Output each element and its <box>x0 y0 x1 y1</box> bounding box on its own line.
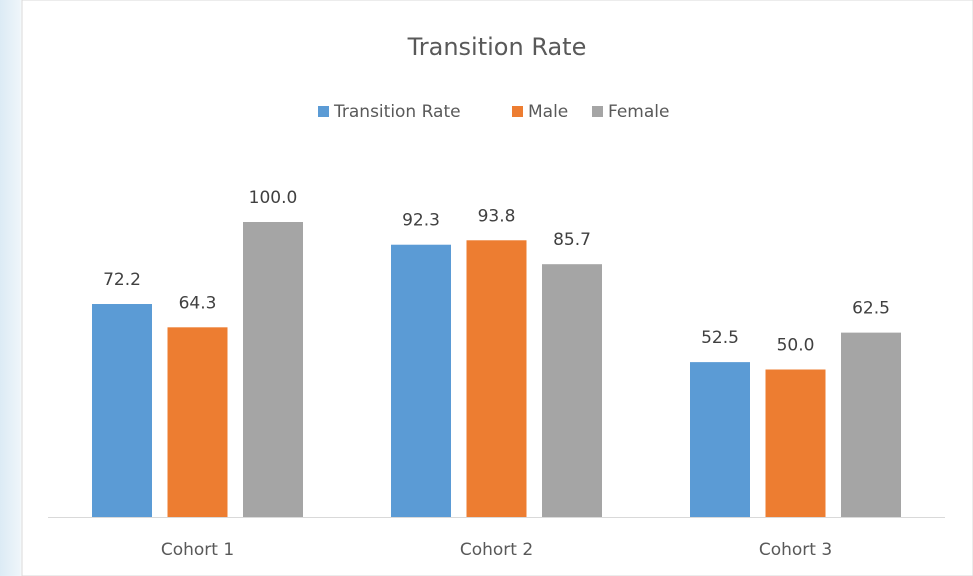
data-label: 50.0 <box>777 336 815 356</box>
bar <box>243 222 303 517</box>
data-label: 64.3 <box>179 293 217 313</box>
bar <box>542 264 602 517</box>
bar <box>841 332 901 517</box>
x-tick-label: Cohort 3 <box>759 540 832 560</box>
x-tick-label: Cohort 1 <box>161 540 234 560</box>
bar <box>92 304 152 517</box>
bar <box>391 244 451 517</box>
data-label: 62.5 <box>852 299 890 319</box>
data-label: 85.7 <box>553 230 591 250</box>
legend-label: Male <box>528 102 568 122</box>
chart-title: Transition Rate <box>407 33 587 61</box>
bar <box>690 362 750 517</box>
bar <box>765 369 826 517</box>
data-label: 100.0 <box>249 188 298 208</box>
legend-swatch <box>318 106 329 117</box>
legend-swatch <box>512 106 523 117</box>
data-label: 52.5 <box>701 328 739 348</box>
legend-label: Female <box>608 102 669 122</box>
x-tick-label: Cohort 2 <box>460 540 533 560</box>
bar <box>167 327 228 517</box>
data-label: 93.8 <box>478 206 516 226</box>
data-label: 92.3 <box>402 211 440 231</box>
legend-swatch <box>592 106 603 117</box>
data-label: 72.2 <box>103 270 141 290</box>
legend-label: Transition Rate <box>333 102 461 122</box>
bar <box>466 240 527 518</box>
